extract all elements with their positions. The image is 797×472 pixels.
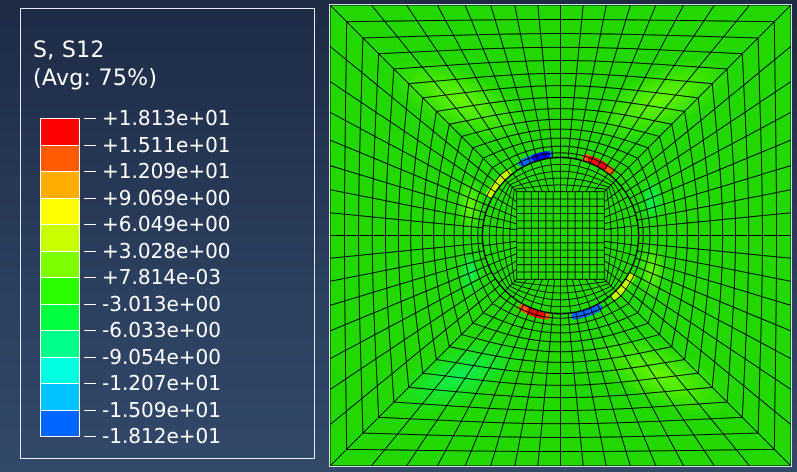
mesh-core-lines	[482, 157, 639, 314]
legend-tick-label: +3.028e+00	[84, 241, 231, 261]
legend-swatch	[40, 384, 80, 411]
legend-tick-label: -6.033e+00	[84, 320, 221, 340]
legend-swatch	[40, 225, 80, 252]
legend-swatch	[40, 145, 80, 172]
contour-lobe	[390, 333, 530, 417]
hotspot-red-arc	[526, 308, 545, 319]
legend-swatch	[40, 357, 80, 384]
model-viewport[interactable]	[329, 4, 792, 467]
hole-boundary	[481, 156, 640, 315]
legend-tick-label: -1.207e+01	[84, 373, 221, 393]
legend-tick-label: +7.814e-03	[84, 267, 221, 287]
legend-tick-label: -9.054e+00	[84, 347, 221, 367]
legend-swatch	[40, 198, 80, 225]
hotspot-yellow-arc	[485, 169, 512, 198]
fe-mesh-contour-plot	[330, 5, 791, 466]
legend-tick-label: +6.049e+00	[84, 214, 231, 234]
legend-title: S, S12	[33, 38, 105, 63]
legend-tick-label: +1.209e+01	[84, 161, 231, 181]
color-scale-bar	[40, 118, 80, 437]
contour-lobe	[638, 242, 666, 298]
legend-swatch	[40, 410, 80, 437]
legend-tick-label: -1.509e+01	[84, 400, 221, 420]
legend-tick-label: +9.069e+00	[84, 188, 231, 208]
contour-lobe	[590, 58, 730, 142]
legend-tick-label: +1.813e+01	[84, 108, 231, 128]
legend-panel	[20, 8, 315, 459]
legend-swatch	[40, 172, 80, 199]
hotspot-yellow-arc	[611, 273, 636, 300]
hotspot-blue-arc	[531, 151, 550, 162]
legend-swatch	[40, 304, 80, 331]
legend-swatch	[40, 118, 80, 146]
legend-swatch	[40, 331, 80, 358]
legend-subtitle: (Avg: 75%)	[33, 66, 158, 91]
legend-tick-label: +1.511e+01	[84, 135, 231, 155]
contour-lobe	[390, 58, 530, 142]
mesh-grid-lines	[330, 5, 791, 466]
legend-tick-label: -1.812e+01	[84, 426, 221, 446]
contour-lobe	[590, 333, 730, 417]
contour-lobe	[640, 176, 664, 224]
legend-swatch	[40, 251, 80, 278]
legend-tick-label: -3.013e+00	[84, 294, 221, 314]
hotspot-red-arc	[587, 155, 608, 170]
legend-swatch	[40, 278, 80, 305]
